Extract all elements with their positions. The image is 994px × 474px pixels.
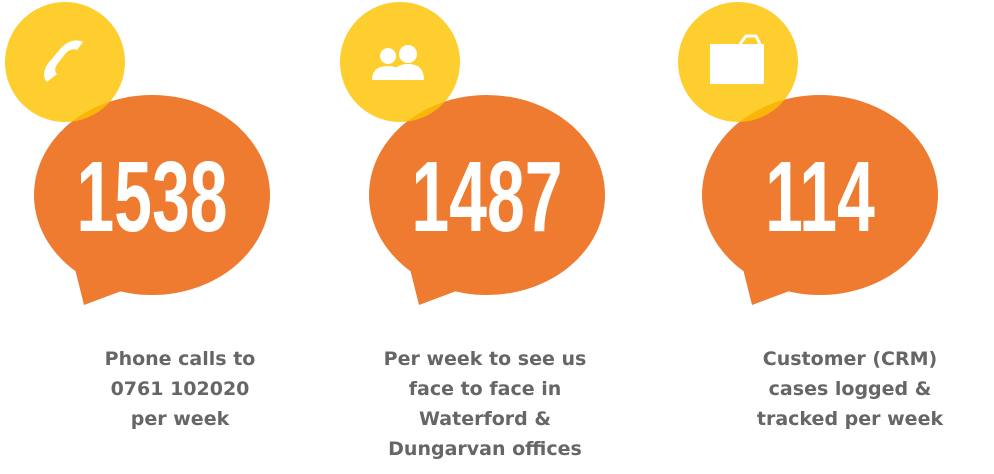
speech-bubble xyxy=(369,95,605,295)
stat-caption: Dungarvan offices xyxy=(388,438,582,460)
stat-caption: tracked per week xyxy=(757,408,944,430)
briefcase-icon xyxy=(710,44,764,84)
stat-caption: Waterford & xyxy=(419,408,551,430)
speech-bubble xyxy=(34,95,270,295)
person-icon xyxy=(372,66,400,80)
icon-circle xyxy=(340,2,460,122)
stat-caption: Phone calls to xyxy=(105,348,256,370)
icon-circle xyxy=(5,2,125,122)
stats: 1538 Phone calls to 0761 102020 per week 148… xyxy=(5,2,943,460)
stat-caption: cases logged & xyxy=(769,378,932,400)
stat-card: 1487 Per week to see us face to face in Wat… xyxy=(340,2,605,460)
stat-number: 114 xyxy=(765,142,875,253)
stat-number: 1538 xyxy=(76,142,227,253)
person-icon xyxy=(399,45,417,63)
stat-caption: Customer (CRM) xyxy=(763,348,937,370)
stat-caption: Per week to see us xyxy=(384,348,587,370)
phone-icon xyxy=(44,40,83,82)
person-icon xyxy=(380,48,396,64)
briefcase-icon xyxy=(738,34,762,45)
stat-number: 1487 xyxy=(411,142,562,253)
stat-caption: 0761 102020 xyxy=(111,378,250,400)
speech-bubble xyxy=(702,95,938,295)
person-icon xyxy=(392,64,424,80)
stat-card: 114 Customer (CRM) cases logged & tracked p… xyxy=(678,2,943,430)
stat-caption: face to face in xyxy=(409,378,562,400)
stat-caption: per week xyxy=(131,408,230,430)
stat-card: 1538 Phone calls to 0761 102020 per week xyxy=(5,2,270,430)
